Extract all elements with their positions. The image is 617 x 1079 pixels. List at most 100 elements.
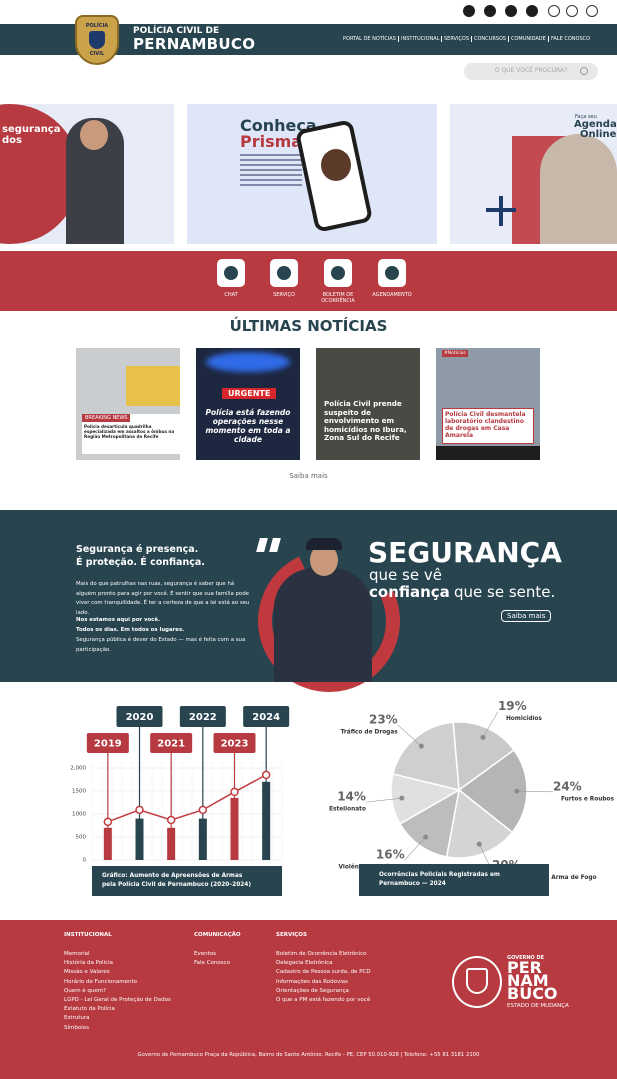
banner[interactable]: Faça seuAgendamOnline xyxy=(450,104,617,244)
logo[interactable]: POLÍCIA CIVIL xyxy=(75,15,119,65)
y-tick-label: 2,000 xyxy=(70,766,86,772)
x-tick-label: 2024 xyxy=(252,712,280,723)
brand-title: PERNAMBUCO xyxy=(133,35,256,53)
gov-name: NAM xyxy=(507,971,549,990)
bar xyxy=(198,818,207,860)
footer-link[interactable]: Eventos xyxy=(194,951,216,957)
y-tick-label: 0 xyxy=(83,858,87,864)
news-headline: Polícia desarticula quadrilha especializ… xyxy=(84,424,175,439)
service-label[interactable]: SERVIÇO xyxy=(273,292,295,298)
news-more-link[interactable]: Saiba mais xyxy=(289,472,328,480)
nav-link[interactable]: SERVIÇOS xyxy=(441,36,469,42)
nav-link[interactable]: FALE CONOSCO xyxy=(548,36,590,42)
banner-icon xyxy=(499,196,503,226)
footer-link[interactable]: Memorial xyxy=(64,951,90,957)
logo-text: POLÍCIA xyxy=(85,23,109,29)
campaign-subtitle: que se vê xyxy=(369,566,442,584)
footer-link[interactable]: Missão e Valores xyxy=(64,969,110,976)
banner-title: Agendam xyxy=(574,119,617,130)
service-icon[interactable] xyxy=(324,259,352,287)
footer-link[interactable]: Delegacia Eletrônica xyxy=(276,960,333,967)
footer-link[interactable]: Horário de Funcionamento xyxy=(64,978,138,985)
footer-address: Governo de Pernambuco Praça da República… xyxy=(137,1052,480,1058)
footer-link[interactable]: Estrutura xyxy=(64,1015,90,1022)
search-box[interactable]: O QUE VOCÊ PROCURA? xyxy=(464,63,598,80)
service-label[interactable]: BOLETIM DE OCORRÊNCIA xyxy=(321,292,355,304)
gov-name: PER xyxy=(507,958,542,977)
footer-link[interactable]: O que a PM está fazendo por você xyxy=(276,997,371,1003)
trend-point xyxy=(103,817,113,827)
social-icon[interactable] xyxy=(463,5,475,17)
banner-text-line xyxy=(240,154,302,156)
footer-link[interactable]: LGPD - Lei Geral de Proteção de Dados xyxy=(64,997,171,1003)
footer-heading: COMUNICAÇÃO xyxy=(194,932,241,938)
footer-link[interactable]: Informações das Rodovias xyxy=(276,978,348,985)
service-label[interactable]: CHAT xyxy=(224,292,238,298)
news-card[interactable]: Polícia Civil prende suspeito de envolvi… xyxy=(316,348,420,460)
footer-link[interactable]: Símbolos xyxy=(64,1024,89,1031)
footer xyxy=(0,920,617,1079)
banner-text-line xyxy=(240,164,302,166)
footer-link[interactable]: Fale Conosco xyxy=(194,960,230,967)
leader-dot xyxy=(423,834,429,840)
news-panel xyxy=(442,408,534,444)
chart-caption: Ocorrências Policiais Registradas em Per… xyxy=(379,872,500,887)
news-headline: Polícia está fazendo operações nesse mom… xyxy=(205,408,291,444)
banner-title: Online xyxy=(580,129,617,140)
banner[interactable]: segurança dos xyxy=(0,104,174,244)
social-icon[interactable] xyxy=(526,5,538,17)
y-tick-label: 500 xyxy=(76,835,87,841)
news-card[interactable]: #Notícias Polícia Civil desmantela labora… xyxy=(436,348,540,460)
nav-link[interactable]: INSTITUCIONAL xyxy=(398,36,439,42)
service-label[interactable]: AGENDAMENTO xyxy=(372,292,412,298)
bar xyxy=(135,818,144,860)
trend-point xyxy=(135,805,144,815)
service-icon[interactable] xyxy=(217,259,245,287)
x-tick-label: 2021 xyxy=(157,739,185,750)
news-card[interactable]: URGENTE Polícia está fazendo operações ne… xyxy=(196,348,300,460)
campaign-button[interactable]: Saiba mais xyxy=(501,610,552,622)
footer-link[interactable]: História da Polícia xyxy=(64,960,114,967)
y-tick-label: 1500 xyxy=(72,789,86,795)
caption-box: Gráfico: Aumento de Apreensões de Armas … xyxy=(92,866,282,896)
nav-link[interactable]: CONCURSOS xyxy=(471,36,506,42)
brand-line: POLÍCIA CIVIL DE xyxy=(133,26,220,36)
service-glyph xyxy=(385,266,399,280)
social-icon[interactable] xyxy=(484,5,496,17)
pie-value-label: 14% xyxy=(337,790,366,804)
x-tick-label: 2022 xyxy=(189,712,217,723)
pie-category-label: Homicídios xyxy=(506,715,542,722)
social-icon[interactable] xyxy=(566,5,578,17)
leader-line xyxy=(482,711,499,738)
service-icon[interactable] xyxy=(270,259,298,287)
pie-category-label: Tráfico de Drogas xyxy=(341,728,399,735)
banner-title: segurança xyxy=(2,124,61,135)
service-icon[interactable] xyxy=(378,259,406,287)
social-icon[interactable] xyxy=(505,5,517,17)
campaign-bold: Todos os dias. Em todos os lugares. xyxy=(76,627,185,633)
x-tick-label: 2019 xyxy=(94,739,122,750)
news-card[interactable]: BREAKING NEWS Polícia desarticula quadril… xyxy=(76,348,180,460)
gov-emblem-inner xyxy=(466,968,488,994)
footer-link[interactable]: Orientações de Segurança xyxy=(276,987,349,994)
news-headline: Polícia Civil desmantela laboratório cla… xyxy=(445,411,526,439)
footer-link[interactable]: Quem é quem? xyxy=(64,987,107,994)
logo-badge xyxy=(89,31,105,49)
nav-link[interactable]: COMUNIDADE xyxy=(508,36,546,42)
banner[interactable]: Conheça Prisma xyxy=(187,104,437,244)
footer-link[interactable]: Estatuto da Polícia xyxy=(64,1006,115,1013)
leader-dot xyxy=(476,841,482,847)
footer-link[interactable]: Cadastro de Pessoa surda, de PCD xyxy=(276,969,371,976)
trend-point xyxy=(166,815,176,825)
social-icon[interactable] xyxy=(548,5,560,17)
leader-dot xyxy=(418,743,424,749)
footer-link[interactable]: Boletim de Ocorrência Eletrônico xyxy=(276,951,367,957)
social-icon[interactable] xyxy=(586,5,598,17)
gov-top: GOVERNO DE xyxy=(507,955,545,961)
banner-title: dos xyxy=(2,135,22,146)
pie-slice xyxy=(392,721,460,791)
banner-title: Prisma xyxy=(240,132,303,151)
nav-link[interactable]: PORTAL DE NOTÍCIAS xyxy=(343,36,396,42)
pie-value-label: 23% xyxy=(369,712,398,726)
